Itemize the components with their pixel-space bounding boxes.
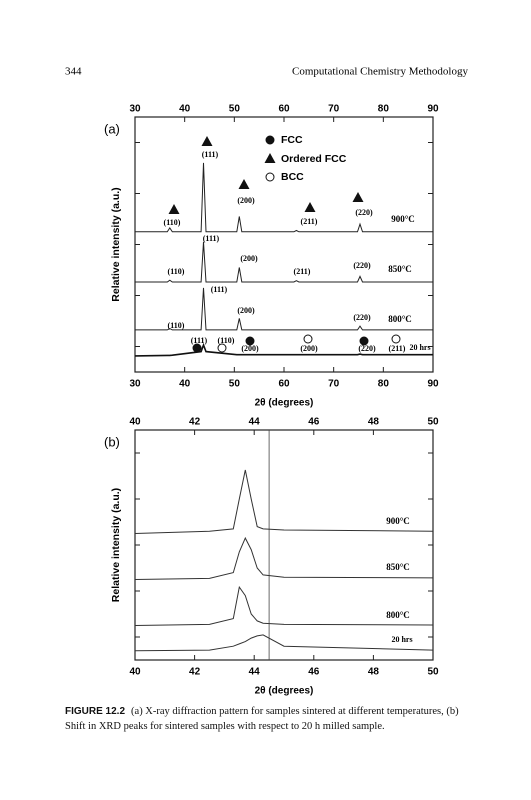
x-tick-label: 50 [427, 667, 439, 678]
xrd-trace [135, 162, 433, 233]
x-tick-label: 80 [378, 379, 390, 390]
marker-ordered-fcc [304, 202, 316, 212]
peak-label: (211) [294, 267, 311, 276]
y-axis-label: Relative intensity (a.u.) [110, 488, 122, 602]
x-tick-label: 30 [129, 379, 141, 390]
x-tick-label-top: 30 [129, 104, 141, 115]
peak-label: (200) [240, 254, 258, 263]
series-label: 800°C [388, 314, 412, 324]
x-tick-label: 46 [308, 667, 320, 678]
caption-text: (a) X-ray diffraction pattern for sample… [65, 706, 459, 732]
xrd-trace [134, 469, 434, 534]
xrd-trace [134, 536, 434, 580]
marker-ordered-fcc [352, 192, 364, 202]
x-tick-label: 40 [179, 379, 191, 390]
series-label: 850°C [388, 264, 412, 274]
x-tick-label-top: 44 [249, 417, 261, 428]
legend-label: Ordered FCC [281, 153, 347, 165]
marker-bcc [265, 172, 275, 182]
marker-fcc [245, 336, 255, 346]
xrd-trace [134, 634, 434, 652]
x-tick-label-top: 46 [308, 417, 320, 428]
marker-bcc [303, 334, 313, 344]
running-title: Computational Chemistry Methodology [292, 66, 468, 78]
peak-label: (111) [202, 150, 219, 159]
marker-bcc [217, 343, 227, 353]
peak-label: (211) [301, 217, 318, 226]
x-axis-label: 2θ (degrees) [255, 686, 314, 697]
x-tick-label: 44 [249, 667, 261, 678]
series-label: 900°C [386, 516, 410, 526]
peak-label: (220) [353, 261, 371, 270]
x-tick-label-top: 90 [427, 104, 439, 115]
peak-label: (220) [355, 208, 373, 217]
peak-label: (110) [168, 321, 185, 330]
peak-label: (200) [237, 196, 255, 205]
x-tick-label-top: 50 [229, 104, 241, 115]
marker-fcc [359, 336, 369, 346]
legend-label: FCC [281, 134, 303, 146]
xrd-trace [134, 585, 434, 626]
xrd-trace [135, 241, 433, 283]
x-tick-label: 60 [278, 379, 290, 390]
caption: FIGURE 12.2 (a) X-ray diffraction pattern… [65, 704, 475, 734]
x-tick-label: 50 [229, 379, 241, 390]
marker-ordered-fcc [264, 153, 276, 163]
x-tick-label: 90 [427, 379, 439, 390]
series-label: 20 hrs [391, 635, 412, 644]
caption-label: FIGURE 12.2 [65, 706, 126, 717]
xrd-trace [135, 287, 433, 331]
peak-label: (200) [300, 344, 318, 353]
marker-ordered-fcc [201, 136, 213, 146]
x-tick-label-top: 48 [368, 417, 380, 428]
marker-fcc [265, 135, 275, 145]
x-tick-label: 42 [189, 667, 201, 678]
x-tick-label: 48 [368, 667, 380, 678]
peak-label: (111) [191, 336, 208, 345]
x-tick-label-top: 60 [278, 104, 290, 115]
plot-frame [134, 429, 434, 661]
peak-label: (110) [168, 267, 185, 276]
x-axis-label: 2θ (degrees) [255, 398, 314, 409]
marker-fcc [192, 343, 202, 353]
panel-label: (a) [104, 121, 120, 136]
peak-label: (200) [241, 344, 259, 353]
peak-label: (111) [203, 234, 220, 243]
legend-label: BCC [281, 171, 304, 183]
x-tick-label-top: 50 [427, 417, 439, 428]
x-tick-label: 70 [328, 379, 340, 390]
series-label: 800°C [386, 610, 410, 620]
peak-label: (220) [353, 313, 371, 322]
x-tick-label: 40 [129, 667, 141, 678]
x-tick-label-top: 40 [129, 417, 141, 428]
series-label: 900°C [391, 214, 415, 224]
peak-label: (111) [211, 285, 228, 294]
series-label: 850°C [386, 562, 410, 572]
peak-label: (220) [358, 344, 376, 353]
marker-ordered-fcc [168, 204, 180, 214]
series-label: 20 hrs [409, 343, 430, 352]
x-tick-label-top: 70 [328, 104, 340, 115]
page-number: 344 [65, 66, 82, 78]
peak-label: (200) [237, 306, 255, 315]
x-tick-label-top: 80 [378, 104, 390, 115]
xrd-trace [134, 342, 433, 357]
x-tick-label-top: 42 [189, 417, 201, 428]
peak-label: (110) [164, 218, 181, 227]
x-tick-label-top: 40 [179, 104, 191, 115]
marker-ordered-fcc [238, 179, 250, 189]
marker-bcc [391, 334, 401, 344]
peak-label: (110) [218, 336, 235, 345]
y-axis-label: Relative intensity (a.u.) [110, 187, 122, 301]
panel-label: (b) [104, 434, 120, 449]
peak-label: (211) [389, 344, 406, 353]
